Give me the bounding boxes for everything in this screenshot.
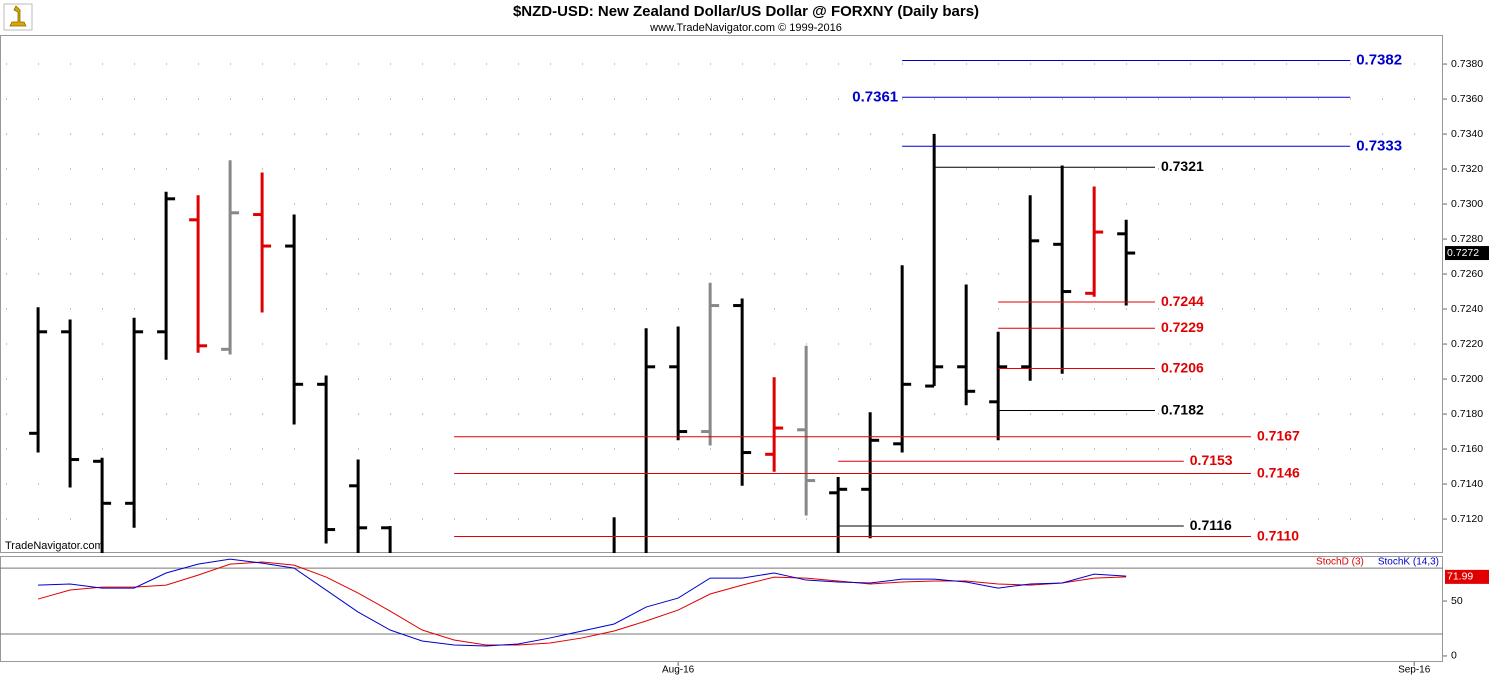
watermark: TradeNavigator.com: [5, 540, 104, 552]
y-tick-label: 0.7260: [1451, 268, 1483, 280]
level-label: 0.7382: [1356, 52, 1402, 69]
y-tick-label: 0.7280: [1451, 233, 1483, 245]
y-tick-label: 0.7240: [1451, 303, 1483, 315]
level-label: 0.7182: [1161, 401, 1204, 417]
level-label: 0.7206: [1161, 359, 1204, 375]
y-tick-label: 0.7320: [1451, 163, 1483, 175]
y-tick-label: 0.7180: [1451, 408, 1483, 420]
main-panel: [0, 35, 1443, 553]
level-label: 0.7321: [1161, 158, 1204, 174]
chart-title: $NZD-USD: New Zealand Dollar/US Dollar @…: [513, 3, 979, 20]
x-tick-label: Aug-16: [662, 665, 695, 676]
y-tick-label: 0.7360: [1451, 93, 1483, 105]
logo: [3, 3, 33, 31]
y-tick-label: 0.7220: [1451, 338, 1483, 350]
level-label: 0.7116: [1190, 517, 1232, 533]
y-tick-label: 0.7340: [1451, 128, 1483, 140]
y-tick-label: 0.7200: [1451, 373, 1483, 385]
y-tick-label: 0.7300: [1451, 198, 1483, 210]
stoch-line: [37, 561, 1127, 646]
level-label: 0.7361: [852, 88, 898, 105]
y-tick-label: 0.7120: [1451, 513, 1483, 525]
level-label: 0.7229: [1161, 319, 1204, 335]
plot-area: [0, 63, 1443, 553]
level-label: 0.7333: [1356, 137, 1402, 154]
level-label: 0.7146: [1257, 464, 1300, 480]
last-value-label: 71.99: [1447, 571, 1473, 583]
stoch-line: [38, 558, 1127, 647]
y-tick-label: 0.7380: [1451, 58, 1483, 70]
plot-area: [0, 558, 1443, 647]
chart-subtitle: www.TradeNavigator.com © 1999-2016: [649, 22, 842, 34]
y-tick-label: 50: [1451, 595, 1463, 607]
y-tick-label: 0.7160: [1451, 443, 1483, 455]
legend-label: StochD (3): [1316, 557, 1364, 568]
level-label: 0.7110: [1257, 527, 1299, 543]
stoch-panel: [0, 556, 1443, 662]
last-value-box: [1445, 246, 1489, 261]
level-label: 0.7153: [1190, 452, 1233, 468]
level-label: 0.7244: [1161, 293, 1204, 309]
x-tick-label: Sep-16: [1398, 665, 1431, 676]
last-value-box: [1445, 569, 1489, 584]
last-value-label: 0.7272: [1447, 247, 1479, 259]
y-tick-label: 0.7140: [1451, 478, 1483, 490]
legend-label: StochK (14,3): [1378, 557, 1439, 568]
level-label: 0.7167: [1257, 428, 1300, 444]
y-tick-label: 0: [1451, 650, 1457, 662]
